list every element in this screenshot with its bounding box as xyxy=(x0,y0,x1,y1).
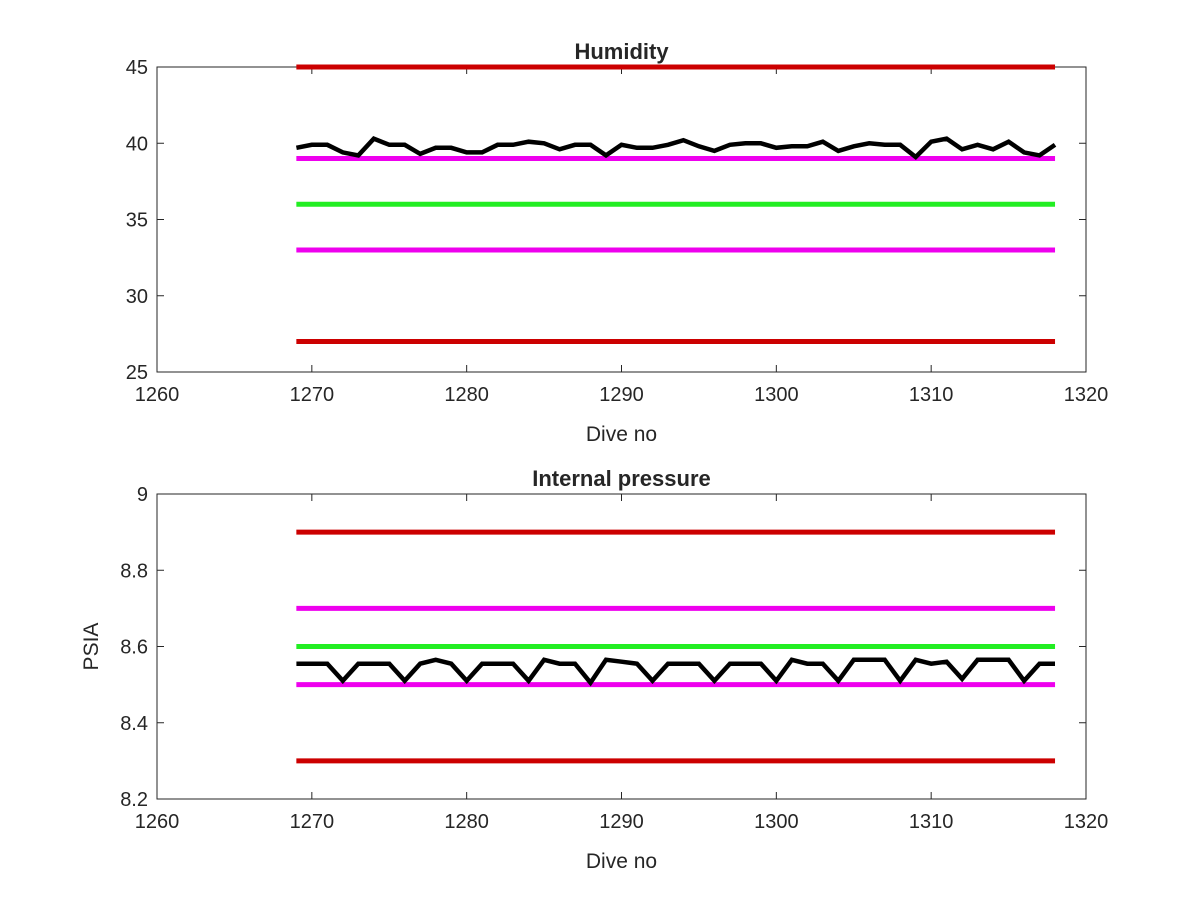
internal-pressure-x-tick-label: 1270 xyxy=(290,811,335,833)
internal-pressure-y-tick-label: 8.8 xyxy=(120,560,148,582)
internal-pressure-data-line xyxy=(296,657,1055,687)
internal-pressure-x-tick-label: 1310 xyxy=(909,811,954,833)
humidity-x-tick-label: 1320 xyxy=(1064,384,1109,406)
internal-pressure-y-tick-label: 8.2 xyxy=(120,789,148,811)
internal-pressure-y-tick-label: 8.4 xyxy=(120,713,148,735)
internal-pressure-ticks: 1260 1270 1280 1290 1300 1310 1320 8.2 8.4 8.6 8.8… xyxy=(120,484,1108,833)
humidity-title: Humidity xyxy=(574,39,669,64)
internal-pressure-y-tick-label: 9 xyxy=(137,484,148,506)
humidity-x-tick-label: 1290 xyxy=(599,384,644,406)
humidity-x-tick-label: 1270 xyxy=(290,384,335,406)
humidity-y-tick-label: 45 xyxy=(126,57,148,79)
humidity-x-axis-label: Dive no xyxy=(586,423,657,446)
internal-pressure-y-axis-label: PSIA xyxy=(80,623,103,671)
humidity-reference-lines xyxy=(296,64,1056,344)
humidity-axes: 1260 1270 1280 1290 1300 1310 1320 25 30 35 40 45 H… xyxy=(126,39,1109,446)
humidity-x-tick-label: 1260 xyxy=(135,384,180,406)
internal-pressure-series xyxy=(296,657,1055,687)
internal-pressure-title: Internal pressure xyxy=(532,466,711,491)
humidity-data-line xyxy=(295,136,1057,160)
internal-pressure-x-tick-label: 1260 xyxy=(135,811,180,833)
humidity-y-tick-label: 35 xyxy=(126,210,148,232)
humidity-y-tick-label: 30 xyxy=(126,286,148,308)
humidity-y-tick-label: 40 xyxy=(126,133,148,155)
humidity-y-tick-label: 25 xyxy=(126,362,148,384)
internal-pressure-x-tick-label: 1300 xyxy=(754,811,799,833)
humidity-x-tick-label: 1280 xyxy=(444,384,489,406)
internal-pressure-reference-lines xyxy=(296,529,1056,764)
internal-pressure-x-tick-label: 1290 xyxy=(599,811,644,833)
humidity-series xyxy=(295,136,1057,160)
humidity-x-tick-label: 1310 xyxy=(909,384,954,406)
humidity-ticks: 1260 1270 1280 1290 1300 1310 1320 25 30 35 40 45 xyxy=(126,57,1109,406)
internal-pressure-axes: 1260 1270 1280 1290 1300 1310 1320 8.2 8.4 8.6 8.8… xyxy=(80,466,1108,873)
humidity-x-tick-label: 1300 xyxy=(754,384,799,406)
internal-pressure-x-axis-label: Dive no xyxy=(586,850,657,873)
internal-pressure-x-tick-label: 1280 xyxy=(444,811,489,833)
internal-pressure-y-tick-label: 8.6 xyxy=(120,637,148,659)
internal-pressure-x-tick-label: 1320 xyxy=(1064,811,1109,833)
